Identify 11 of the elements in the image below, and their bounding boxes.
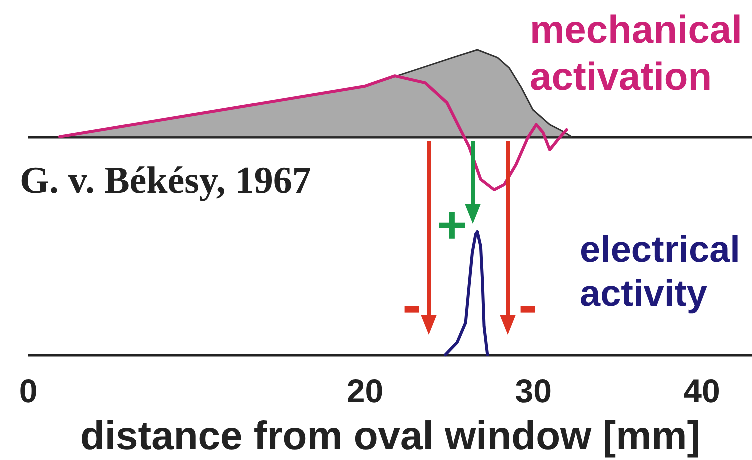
x-tick-label: 30 [515, 372, 552, 410]
annotation: - [402, 273, 422, 336]
series-label: mechanical activation [530, 9, 742, 99]
annotation: - [518, 273, 538, 336]
x-axis-title: distance from oval window [mm] [80, 414, 701, 458]
annotation: G. v. Békésy, 1967 [20, 160, 312, 202]
x-tick-label: 40 [684, 372, 720, 410]
x-tick-label: 20 [346, 372, 384, 410]
x-tick-label: 0 [19, 372, 38, 410]
annotation: + [436, 197, 468, 255]
text: electrical activity [580, 229, 740, 314]
